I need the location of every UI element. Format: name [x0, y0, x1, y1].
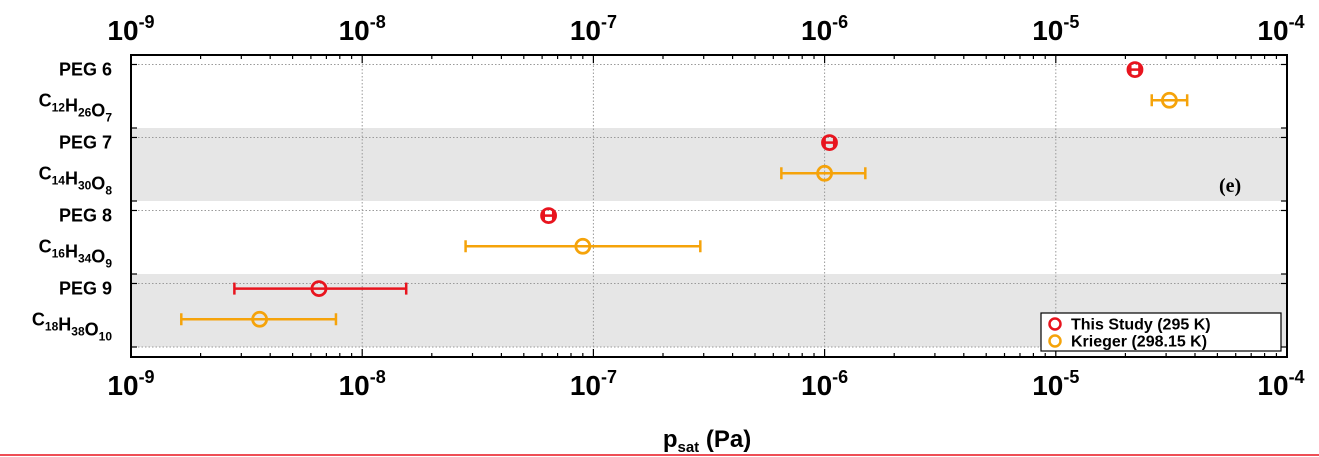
panel-label: (e): [1219, 175, 1241, 197]
x-axis-label: psat (Pa): [663, 426, 751, 456]
x-tick-label-bottom: 10-5: [1032, 367, 1079, 401]
legend-label: This Study (295 K): [1071, 317, 1211, 334]
legend: This Study (295 K)Krieger (298.15 K): [1040, 312, 1282, 352]
x-tick-label-bottom: 10-8: [339, 367, 386, 401]
data-point: [821, 134, 838, 152]
axis-ticks: [130, 55, 1288, 357]
x-tick-label-top: 10-6: [801, 12, 848, 46]
data-point: [233, 280, 408, 298]
x-tick-label-bottom: 10-7: [570, 367, 617, 401]
data-point: [464, 237, 702, 255]
point-marker: [816, 164, 833, 182]
category-formula-label: C14H30O8: [39, 163, 113, 197]
x-tick-label-bottom: 10-6: [801, 367, 848, 401]
point-marker: [540, 207, 557, 225]
x-tick-label-bottom: 10-4: [1257, 367, 1304, 401]
category-band: [131, 128, 1287, 201]
category-bands: [131, 128, 1287, 347]
point-marker: [574, 237, 592, 255]
data-marks: [180, 61, 1189, 328]
top-tick-labels: 10-9 10-8 10-7 10-6 10-5 10-4: [107, 12, 1304, 46]
point-marker: [310, 280, 328, 298]
category-name-label: PEG 9: [59, 279, 112, 299]
category-formula-label: C16H34O9: [39, 236, 113, 270]
category-name-label: PEG 6: [59, 60, 112, 80]
point-marker: [821, 134, 838, 152]
x-tick-label-top: 10-7: [570, 12, 617, 46]
bottom-tick-labels: 10-9 10-8 10-7 10-6 10-5 10-4: [107, 367, 1304, 401]
category-formula-label: C12H26O7: [39, 90, 113, 124]
category-formula-label: C18H38O10: [32, 309, 112, 343]
category-name-label: PEG 7: [59, 133, 112, 153]
legend-box: [1040, 312, 1282, 352]
data-point: [1126, 61, 1144, 78]
category-name-label: PEG 8: [59, 206, 112, 226]
legend-marker: [1048, 334, 1062, 348]
point-marker: [1126, 61, 1144, 78]
point-marker: [251, 310, 269, 328]
data-point: [1150, 91, 1189, 109]
point-marker: [1161, 91, 1178, 109]
data-point: [540, 207, 557, 225]
data-point: [780, 164, 867, 182]
x-tick-label-bottom: 10-9: [107, 367, 154, 401]
x-tick-label-top: 10-4: [1257, 12, 1304, 46]
legend-marker: [1048, 317, 1062, 331]
category-labels: PEG 6 C12H26O7 PEG 7 C14H30O8 PEG 8 C16H34O9 P…: [32, 60, 112, 344]
x-tick-label-top: 10-9: [107, 12, 154, 46]
legend-label: Krieger (298.15 K): [1071, 334, 1207, 351]
plot-frame: [130, 54, 1288, 358]
x-tick-label-top: 10-8: [339, 12, 386, 46]
x-tick-label-top: 10-5: [1032, 12, 1079, 46]
data-point: [180, 310, 338, 328]
